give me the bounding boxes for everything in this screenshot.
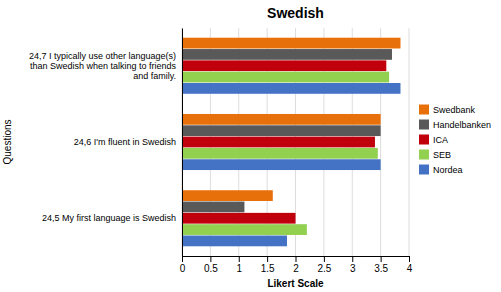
x-tick-label: 0.5 — [204, 263, 218, 274]
x-tick-mark — [381, 256, 382, 262]
y-tick-label-line: than Swedish when talking to friends — [30, 61, 177, 71]
x-tick-mark — [239, 256, 240, 262]
y-tick-label: 24,6 I'm fluent in Swedish — [74, 137, 176, 147]
legend-swatch — [419, 165, 429, 175]
y-tick: 24,7 I typically use other language(s)th… — [29, 51, 177, 81]
y-tick: 24,5 My first language is Swedish — [42, 213, 176, 223]
bar-series — [182, 49, 392, 212]
legend-swatch — [419, 150, 429, 160]
bar — [182, 83, 400, 94]
bar — [182, 72, 389, 83]
title: Swedish — [267, 5, 324, 21]
bar — [182, 202, 244, 213]
legend-item: ICA — [419, 135, 448, 145]
grid-line — [182, 28, 183, 256]
x-tick-label: 1.5 — [261, 263, 275, 274]
x-tick: 0 — [180, 256, 186, 274]
x-tick: 2 — [293, 256, 299, 274]
bar — [182, 148, 378, 159]
legend-item: SEB — [419, 150, 451, 160]
x-tick: 1 — [236, 256, 242, 274]
x-tick: 0.5 — [204, 256, 218, 274]
bar — [182, 38, 400, 49]
legend-item: Nordea — [419, 165, 463, 175]
chart: 0 0.5 1 1.5 2 2.5 3 3.5 4 24,5 My first language … — [0, 0, 501, 292]
bar — [182, 190, 273, 201]
y-tick: 24,6 I'm fluent in Swedish — [74, 137, 176, 147]
y-axis-title: Questions — [2, 119, 13, 164]
bar-series — [182, 72, 389, 235]
y-axis-line — [182, 29, 183, 257]
x-tick: 1.5 — [261, 256, 275, 274]
x-tick-mark — [296, 256, 297, 262]
y-axis: 24,5 My first language is Swedish 24,6 I'… — [29, 29, 183, 257]
legend-swatch — [419, 120, 429, 130]
bar-series — [182, 38, 400, 201]
bar — [182, 159, 381, 170]
x-tick: 2.5 — [317, 256, 331, 274]
legend-swatch — [419, 105, 429, 115]
legend: Swedbank Handelbanken ICA SEB Nordea — [419, 105, 491, 175]
y-tick-label-line: 24,7 I typically use other language(s) — [29, 51, 176, 61]
x-axis-title: Likert Scale — [267, 278, 324, 289]
x-tick-mark — [267, 256, 268, 262]
x-tick: 3.5 — [374, 256, 388, 274]
legend-swatch — [419, 135, 429, 145]
bar — [182, 125, 381, 136]
y-tick-label: 24,5 My first language is Swedish — [42, 213, 176, 223]
x-tick: 3 — [350, 256, 356, 274]
grid-line — [409, 28, 410, 256]
grid — [182, 28, 409, 256]
x-tick-label: 1 — [236, 263, 242, 274]
legend-label: Handelbanken — [433, 120, 491, 130]
x-tick-mark — [210, 256, 211, 262]
x-axis-line — [183, 257, 410, 263]
x-tick-label: 0 — [180, 263, 186, 274]
bar — [182, 236, 287, 247]
x-tick-mark — [324, 256, 325, 262]
y-tick-label-line: and family. — [133, 71, 176, 81]
bar — [182, 114, 381, 125]
x-tick-mark — [352, 256, 353, 262]
bar — [182, 213, 296, 224]
legend-label: ICA — [433, 135, 448, 145]
bar — [182, 137, 375, 148]
bar — [182, 49, 392, 60]
plot: 0 0.5 1 1.5 2 2.5 3 3.5 4 24,5 My first language … — [29, 28, 413, 274]
bar-series — [182, 83, 400, 246]
legend-label: Nordea — [433, 165, 463, 175]
x-tick-label: 2 — [293, 263, 299, 274]
x-tick-label: 2.5 — [317, 263, 331, 274]
legend-item: Handelbanken — [419, 120, 491, 130]
x-tick-label: 4 — [407, 263, 413, 274]
bar — [182, 224, 307, 235]
legend-label: SEB — [433, 150, 451, 160]
legend-item: Swedbank — [419, 105, 476, 115]
y-tick-label-line: 24,5 My first language is Swedish — [42, 213, 176, 223]
x-tick-mark — [409, 256, 410, 262]
bars — [182, 38, 400, 247]
x-axis: 0 0.5 1 1.5 2 2.5 3 3.5 4 — [180, 256, 413, 274]
x-tick: 4 — [407, 256, 413, 274]
legend-label: Swedbank — [433, 105, 476, 115]
x-tick-label: 3 — [350, 263, 356, 274]
y-tick-label: 24,7 I typically use other language(s)th… — [29, 51, 177, 81]
x-tick-mark — [182, 256, 183, 262]
y-tick-label-line: 24,6 I'm fluent in Swedish — [74, 137, 176, 147]
bar — [182, 60, 386, 71]
x-tick-label: 3.5 — [374, 263, 388, 274]
